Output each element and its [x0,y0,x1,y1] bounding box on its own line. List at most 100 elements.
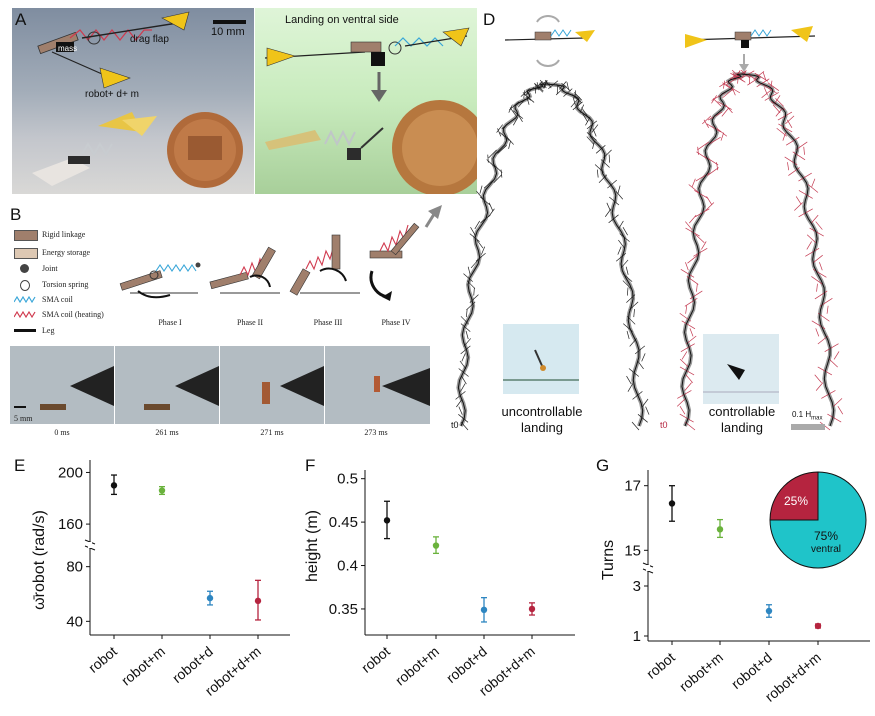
y-tick-label: 0.35 [329,601,358,618]
orientation-tick [775,108,783,117]
pie-label-ventral: ventral [811,544,841,555]
pie-label-ventral-pct: 75% [814,529,838,543]
energy-storage-swatch [14,248,38,259]
orientation-tick [762,72,767,81]
orientation-tick [627,383,633,392]
orientation-tick [695,234,705,243]
orientation-tick [697,146,699,155]
orientation-tick [625,266,629,275]
orientation-tick [689,290,703,300]
data-point [716,526,724,533]
orientation-tick [570,98,578,108]
orientation-tick [688,214,697,224]
rigid-linkage-swatch [14,230,38,241]
trajectory-plots: t0 t0 [451,15,844,431]
orientation-tick [726,84,741,94]
pie-label-other: 25% [784,494,808,508]
phase-4-diagram [369,205,442,301]
orientation-tick [523,90,526,99]
orientation-tick [508,140,511,149]
orientation-tick [720,132,725,141]
orientation-tick [679,413,694,423]
axis-break-gap [646,565,650,571]
orientation-tick [466,301,476,311]
orientation-tick [622,280,632,289]
orientation-tick [513,117,519,126]
orientation-tick [777,111,793,121]
t0-left-text: t0 [451,420,459,430]
torsion-spring-icon [20,280,30,291]
orientation-tick [693,247,708,257]
phase-4-label: Phase IV [381,318,411,327]
uncontrollable-inset-photo [503,324,579,394]
orientation-tick [788,167,800,176]
x-tick-label: robot+m [676,649,726,695]
controllable-inset-photo [703,334,779,404]
orientation-tick [812,268,827,278]
orientation-tick [716,162,719,171]
trajectory-line-right [741,73,835,427]
orientation-tick [461,353,466,362]
orientation-tick [461,375,467,385]
orientation-tick [493,174,502,184]
orientation-tick [767,82,780,91]
orientation-tick [480,196,491,206]
orientation-tick [775,98,784,107]
orientation-tick [608,154,611,163]
orientation-tick [566,82,570,91]
orientation-tick [826,305,829,314]
orientation-tick [469,294,479,303]
panel-e-label: E [14,456,26,475]
orientation-tick [626,330,630,340]
orientation-tick [688,184,699,193]
data-point [383,517,391,524]
data-point [814,622,822,630]
orientation-tick [681,351,688,360]
orientation-tick [617,246,622,255]
orientation-tick [520,88,530,97]
orientation-tick [582,113,588,123]
orientation-tick [581,107,588,116]
orientation-tick [809,227,824,237]
drag-flap-label: drag flap [130,34,169,45]
orientation-tick [572,96,576,105]
landing-title: Landing on ventral side [285,14,399,26]
orientation-tick [703,119,709,129]
orientation-tick [691,178,696,187]
orientation-tick [730,72,744,82]
y-tick-label: 0.4 [337,558,358,575]
y-tick-label: 0.5 [337,471,358,488]
orientation-tick [806,241,812,250]
y-tick-label: 15 [624,542,641,559]
y-tick-label: 1 [633,628,641,645]
orientation-tick [762,84,777,94]
x-tick-label: robot+d [728,649,775,692]
orientation-tick [811,178,816,187]
phase-2-label: Phase II [237,318,263,327]
orientation-tick [626,375,632,385]
robot-dm-label: robot+ d+ m [85,89,139,100]
c-scale-label: 5 mm [14,414,33,423]
trajectory-line-left [457,83,550,427]
orientation-tick [460,345,471,355]
orientation-tick [815,221,823,230]
frame-time-3: 271 ms [260,428,284,437]
orientation-tick [574,90,576,99]
orientation-tick [496,124,503,133]
joint-icon [20,264,29,273]
orientation-tick [476,239,484,249]
robot-schematic-a [32,11,246,188]
orientation-tick [466,309,468,318]
panel-c-frames [10,346,430,424]
y-axis-label: ω̄robot (rad/s) [31,510,48,610]
orientation-tick [460,316,470,325]
y-tick-label: 40 [66,613,83,630]
phase-1-diagram [119,262,201,299]
orientation-tick [500,169,503,178]
orientation-tick [458,414,469,423]
orientation-tick [706,123,721,133]
orientation-tick [634,345,646,355]
orientation-tick [685,374,693,383]
leg-icon [14,329,36,332]
